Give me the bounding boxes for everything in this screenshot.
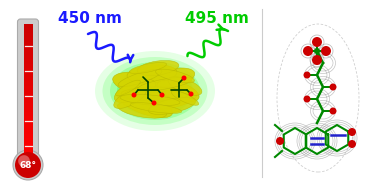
Ellipse shape (171, 91, 199, 105)
Bar (23, 23, 33, 28)
Bar (23, 116, 33, 121)
Ellipse shape (117, 102, 167, 118)
Text: 450 nm: 450 nm (58, 11, 122, 26)
Ellipse shape (130, 103, 182, 113)
Ellipse shape (113, 72, 183, 100)
Ellipse shape (110, 62, 200, 120)
Ellipse shape (116, 80, 140, 96)
Ellipse shape (129, 62, 167, 73)
Ellipse shape (102, 57, 208, 125)
Circle shape (312, 37, 322, 47)
Bar (23, 41, 33, 46)
Bar (23, 98, 33, 103)
Ellipse shape (120, 94, 180, 106)
Ellipse shape (114, 79, 156, 103)
Bar (23, 94, 33, 99)
Bar (23, 68, 33, 72)
Bar (23, 103, 33, 108)
Bar (23, 125, 33, 130)
Circle shape (15, 152, 41, 178)
Ellipse shape (117, 66, 193, 116)
Circle shape (348, 128, 356, 136)
Bar (23, 72, 33, 77)
Ellipse shape (133, 86, 197, 110)
Bar (23, 46, 33, 50)
Circle shape (321, 46, 331, 56)
Ellipse shape (156, 69, 194, 83)
Circle shape (304, 71, 310, 78)
Ellipse shape (168, 77, 202, 95)
Ellipse shape (118, 90, 172, 118)
Bar (23, 129, 33, 134)
Bar (23, 120, 33, 125)
Circle shape (304, 95, 310, 102)
Circle shape (330, 108, 336, 115)
Ellipse shape (130, 74, 180, 108)
Ellipse shape (138, 77, 192, 91)
Circle shape (276, 137, 284, 145)
Bar (23, 81, 33, 86)
Circle shape (330, 84, 336, 91)
Circle shape (181, 76, 186, 81)
Bar (23, 138, 33, 143)
Text: 68°: 68° (20, 161, 37, 171)
Circle shape (152, 100, 156, 105)
Circle shape (312, 55, 322, 65)
Bar (23, 28, 33, 33)
Bar (23, 89, 33, 94)
Bar (23, 32, 33, 37)
Ellipse shape (157, 80, 199, 102)
Ellipse shape (121, 87, 189, 101)
Circle shape (348, 140, 356, 148)
Ellipse shape (114, 88, 146, 108)
Bar (23, 37, 33, 42)
Ellipse shape (95, 51, 215, 131)
Ellipse shape (141, 68, 195, 92)
Ellipse shape (127, 65, 177, 83)
Ellipse shape (124, 70, 186, 112)
Circle shape (13, 150, 43, 180)
Bar (23, 63, 33, 68)
Circle shape (314, 48, 320, 54)
FancyBboxPatch shape (17, 19, 39, 161)
Wedge shape (18, 155, 30, 167)
Ellipse shape (149, 97, 195, 114)
Ellipse shape (118, 69, 162, 86)
Bar (23, 50, 33, 55)
Bar (23, 151, 33, 156)
Bar (23, 76, 33, 81)
Bar (23, 54, 33, 59)
Circle shape (132, 92, 136, 97)
Bar (23, 85, 33, 90)
Bar (23, 134, 33, 138)
Bar (23, 59, 33, 64)
Text: 495 nm: 495 nm (185, 11, 249, 26)
Bar (23, 142, 33, 147)
Bar (23, 147, 33, 152)
Circle shape (160, 92, 164, 97)
Circle shape (189, 92, 194, 97)
Bar (23, 107, 33, 112)
Bar (23, 111, 33, 116)
Ellipse shape (137, 60, 179, 76)
Circle shape (303, 46, 313, 56)
